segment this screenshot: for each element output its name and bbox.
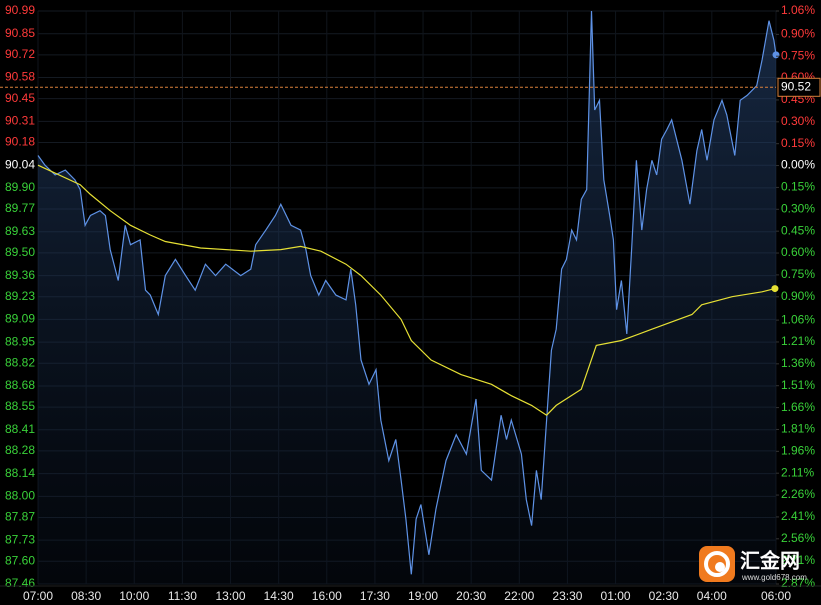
y2-tick-label: 0.15% xyxy=(781,180,815,194)
x-tick-label: 20:30 xyxy=(456,589,486,603)
y-tick-label: 89.09 xyxy=(5,312,35,326)
x-tick-label: 11:30 xyxy=(168,589,197,603)
y2-tick-label: 1.66% xyxy=(781,400,815,414)
watermark: 汇金网 www.gold678.com xyxy=(699,546,807,582)
y2-tick-label: 2.41% xyxy=(781,509,815,523)
y2-tick-label: 0.30% xyxy=(781,201,815,215)
y-tick-label: 89.77 xyxy=(5,201,35,215)
y-tick-label: 90.31 xyxy=(5,114,35,128)
y-tick-label: 87.87 xyxy=(5,510,35,524)
y2-tick-label: 0.75% xyxy=(781,48,815,62)
reference-label-box xyxy=(777,77,821,97)
y-tick-label: 89.90 xyxy=(5,180,35,194)
y-tick-label: 89.63 xyxy=(5,224,35,238)
y2-tick-label: 0.15% xyxy=(781,136,815,150)
y-tick-label: 88.14 xyxy=(5,466,35,480)
y2-tick-label: 1.36% xyxy=(781,356,815,370)
y2-tick-label: 2.26% xyxy=(781,487,815,501)
y2-tick-label: 2.71% xyxy=(781,553,815,567)
logo-url: www.gold678.com xyxy=(741,573,807,582)
reference-label: 90.52 xyxy=(781,79,811,93)
x-tick-label: 04:00 xyxy=(697,589,727,603)
end-dot xyxy=(771,285,779,293)
y2-tick-label: 1.06% xyxy=(781,3,815,17)
y2-tick-label: 0.30% xyxy=(781,114,815,128)
y-tick-label: 88.28 xyxy=(5,443,35,457)
y-tick-label: 88.41 xyxy=(5,422,35,436)
y-tick-label: 87.60 xyxy=(5,553,35,567)
y2-tick-label: 1.21% xyxy=(781,334,815,348)
y2-tick-label: 1.06% xyxy=(781,312,815,326)
y2-tick-label: 2.56% xyxy=(781,531,815,545)
y-tick-label: 89.36 xyxy=(5,268,35,282)
y2-tick-label: 0.90% xyxy=(781,27,815,41)
y-tick-label: 90.58 xyxy=(5,70,35,84)
x-tick-label: 08:30 xyxy=(71,589,101,603)
y-tick-label: 88.00 xyxy=(5,489,35,503)
y-tick-label: 88.82 xyxy=(5,355,35,369)
y2-tick-label: 0.75% xyxy=(781,267,815,281)
x-tick-label: 17:30 xyxy=(360,589,390,603)
y-tick-label: 90.45 xyxy=(5,91,35,105)
y-tick-label: 89.50 xyxy=(5,245,35,259)
y2-tick-label: 2.11% xyxy=(781,465,814,479)
y2-tick-label: 0.00% xyxy=(781,158,815,172)
y-tick-label: 90.72 xyxy=(5,47,35,61)
x-tick-label: 16:00 xyxy=(312,589,342,603)
y-tick-label: 88.68 xyxy=(5,378,35,392)
x-tick-label: 01:00 xyxy=(601,589,631,603)
x-tick-label: 14:30 xyxy=(264,589,294,603)
y2-tick-label: 0.90% xyxy=(781,289,815,303)
y-tick-label: 90.99 xyxy=(5,3,35,17)
x-tick-label: 10:00 xyxy=(119,589,149,603)
x-tick-label: 23:30 xyxy=(552,589,582,603)
y-tick-label: 90.04 xyxy=(5,157,35,171)
y-tick-label: 87.46 xyxy=(5,576,35,590)
area-fill xyxy=(38,11,776,584)
x-tick-label: 06:00 xyxy=(761,589,791,603)
y-tick-label: 90.18 xyxy=(5,135,35,149)
series-line xyxy=(37,164,776,416)
y2-tick-label: 2.87% xyxy=(781,576,815,590)
logo-title: 汇金网 xyxy=(740,548,800,572)
y-tick-label: 88.95 xyxy=(5,334,35,348)
y2-tick-label: 0.60% xyxy=(781,245,815,259)
y-tick-label: 87.73 xyxy=(5,532,35,546)
x-tick-label: 02:30 xyxy=(649,589,679,603)
x-tick-label: 19:00 xyxy=(408,589,438,603)
y-tick-label: 88.55 xyxy=(5,399,35,413)
y2-tick-label: 0.45% xyxy=(781,223,815,237)
end-dot xyxy=(772,51,780,59)
y2-tick-label: 1.96% xyxy=(781,443,815,457)
series-line xyxy=(37,10,777,575)
y2-tick-label: 1.81% xyxy=(781,422,815,436)
x-tick-label: 07:00 xyxy=(23,589,53,603)
y-tick-label: 90.85 xyxy=(5,26,35,40)
y2-tick-label: 1.51% xyxy=(781,378,815,392)
logo-ring xyxy=(704,551,730,577)
y-tick-label: 89.23 xyxy=(5,289,35,303)
logo-dot xyxy=(715,562,725,572)
x-tick-label: 22:00 xyxy=(504,589,534,603)
x-tick-label: 13:00 xyxy=(216,589,246,603)
